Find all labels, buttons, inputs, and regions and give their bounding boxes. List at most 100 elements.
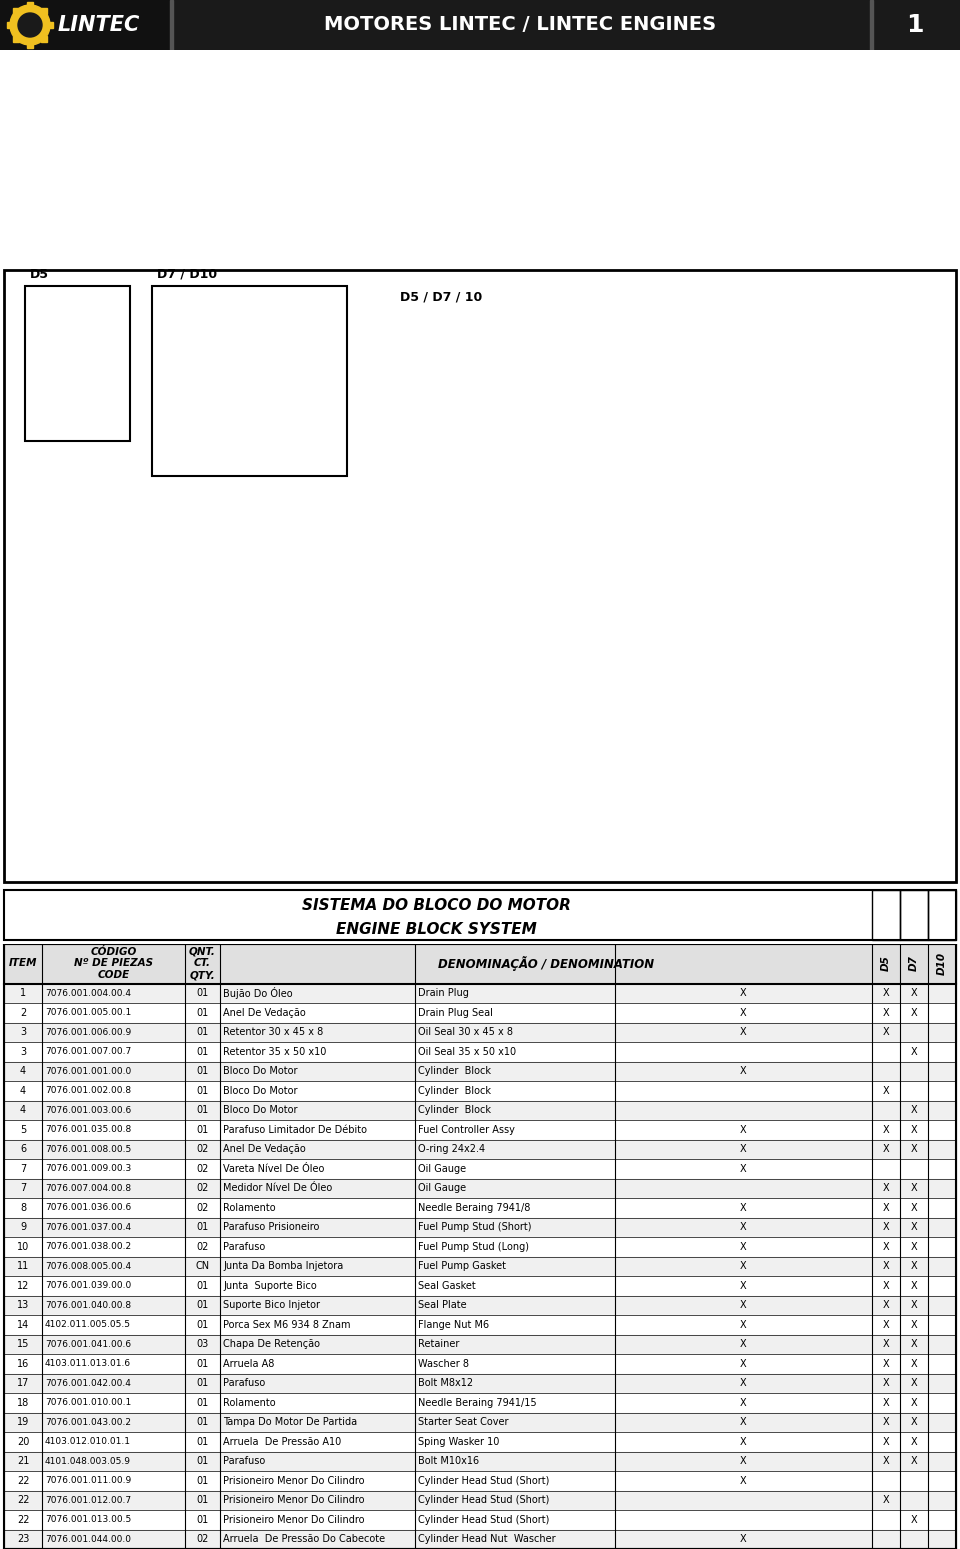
Text: 01: 01 [197, 1066, 208, 1077]
Text: 02: 02 [196, 1163, 208, 1174]
Text: Chapa De Retenção: Chapa De Retenção [223, 1340, 320, 1349]
Bar [872, 889, 900, 940]
Bar [4, 1276, 956, 1295]
Text: 7076.001.003.00.6: 7076.001.003.00.6 [45, 1106, 132, 1115]
Text: Drain Plug: Drain Plug [418, 988, 468, 998]
Text: 11: 11 [17, 1261, 29, 1272]
Bar [152, 285, 347, 476]
Bar [27, 42, 33, 48]
Text: LINTEC: LINTEC [58, 15, 140, 36]
Text: 01: 01 [197, 1397, 208, 1408]
Text: 01: 01 [197, 1008, 208, 1018]
Text: Retainer: Retainer [418, 1340, 460, 1349]
Text: X: X [740, 1397, 747, 1408]
Text: Oil Seal 30 x 45 x 8: Oil Seal 30 x 45 x 8 [418, 1027, 513, 1038]
Bar [7, 22, 13, 28]
Text: 02: 02 [196, 1183, 208, 1193]
Text: X: X [882, 1008, 889, 1018]
Bar [4, 1393, 956, 1413]
Text: 22: 22 [16, 1515, 29, 1524]
Text: Junta Da Bomba Injetora: Junta Da Bomba Injetora [223, 1261, 344, 1272]
Text: 7076.001.012.00.7: 7076.001.012.00.7 [45, 1496, 132, 1504]
Bar [4, 1431, 956, 1451]
Text: 7076.001.039.00.0: 7076.001.039.00.0 [45, 1281, 132, 1290]
Text: 4102.011.005.05.5: 4102.011.005.05.5 [45, 1320, 131, 1329]
Text: X: X [911, 1202, 918, 1213]
Text: Cylinder  Block: Cylinder Block [418, 1066, 491, 1077]
Text: CÓDIGO
Nº DE PIEZAS
CODE: CÓDIGO Nº DE PIEZAS CODE [74, 946, 153, 981]
Text: X: X [740, 1222, 747, 1233]
Text: X: X [882, 1086, 889, 1095]
Text: 6: 6 [20, 1145, 26, 1154]
Text: 21: 21 [17, 1456, 29, 1467]
Text: Arruela  De Pressão Do Cabecote: Arruela De Pressão Do Cabecote [223, 1534, 385, 1544]
Text: 12: 12 [17, 1281, 29, 1290]
Text: X: X [911, 1358, 918, 1369]
Text: 10: 10 [17, 1242, 29, 1252]
Text: Fuel Pump Stud (Long): Fuel Pump Stud (Long) [418, 1242, 529, 1252]
Text: Medidor Nível De Óleo: Medidor Nível De Óleo [223, 1183, 332, 1193]
Text: 7: 7 [20, 1183, 26, 1193]
Text: Arruela A8: Arruela A8 [223, 1358, 275, 1369]
Text: 7076.001.001.00.0: 7076.001.001.00.0 [45, 1067, 132, 1075]
Text: 01: 01 [197, 1495, 208, 1506]
Bar [4, 1374, 956, 1393]
Text: Anel De Vedação: Anel De Vedação [223, 1008, 305, 1018]
Text: X: X [740, 1340, 747, 1349]
Text: 01: 01 [197, 1476, 208, 1485]
Text: 16: 16 [17, 1358, 29, 1369]
Text: 7076.001.006.00.9: 7076.001.006.00.9 [45, 1027, 132, 1036]
Bar [170, 0, 173, 50]
Text: X: X [740, 1379, 747, 1388]
Text: X: X [882, 1417, 889, 1427]
Text: X: X [882, 1320, 889, 1329]
Text: Bloco Do Motor: Bloco Do Motor [223, 1086, 298, 1095]
Text: Parafuso: Parafuso [223, 1379, 265, 1388]
Text: 22: 22 [16, 1495, 29, 1506]
Text: X: X [882, 1281, 889, 1290]
Text: 8: 8 [20, 1202, 26, 1213]
Text: 02: 02 [196, 1242, 208, 1252]
Text: 4101.048.003.05.9: 4101.048.003.05.9 [45, 1456, 131, 1465]
Text: 01: 01 [197, 1300, 208, 1310]
Text: 03: 03 [197, 1340, 208, 1349]
Text: 19: 19 [17, 1417, 29, 1427]
Text: 7076.001.005.00.1: 7076.001.005.00.1 [45, 1008, 132, 1018]
Bar [4, 1472, 956, 1490]
Bar [4, 889, 956, 940]
Text: X: X [740, 1437, 747, 1447]
Bar [25, 285, 130, 440]
Circle shape [18, 12, 42, 37]
Bar [4, 1022, 956, 1042]
Text: 02: 02 [196, 1202, 208, 1213]
Text: 18: 18 [17, 1397, 29, 1408]
Text: Bujão Do Óleo: Bujão Do Óleo [223, 987, 293, 999]
Text: X: X [740, 1476, 747, 1485]
Text: Fuel Pump Gasket: Fuel Pump Gasket [418, 1261, 506, 1272]
Text: 7076.008.005.00.4: 7076.008.005.00.4 [45, 1262, 132, 1270]
Bar [4, 1413, 956, 1431]
Text: 02: 02 [196, 1534, 208, 1544]
Text: 3: 3 [20, 1047, 26, 1056]
Circle shape [10, 5, 50, 45]
Text: X: X [740, 1145, 747, 1154]
Bar [12, 36, 19, 42]
Bar [4, 1100, 956, 1120]
Text: 15: 15 [17, 1340, 29, 1349]
Text: 7076.001.042.00.4: 7076.001.042.00.4 [45, 1379, 131, 1388]
Text: Cylinder Head Stud (Short): Cylinder Head Stud (Short) [418, 1515, 549, 1524]
Text: Prisioneiro Menor Do Cilindro: Prisioneiro Menor Do Cilindro [223, 1476, 365, 1485]
Text: SISTEMA DO BLOCO DO MOTOR: SISTEMA DO BLOCO DO MOTOR [301, 898, 570, 914]
Text: 4: 4 [20, 1106, 26, 1115]
Text: Prisioneiro Menor Do Cilindro: Prisioneiro Menor Do Cilindro [223, 1515, 365, 1524]
Text: X: X [911, 1106, 918, 1115]
Text: Retentor 30 x 45 x 8: Retentor 30 x 45 x 8 [223, 1027, 324, 1038]
Text: 7076.001.004.00.4: 7076.001.004.00.4 [45, 988, 131, 998]
Text: Arruela  De Pressão A10: Arruela De Pressão A10 [223, 1437, 341, 1447]
Text: Seal Plate: Seal Plate [418, 1300, 467, 1310]
Text: Bloco Do Motor: Bloco Do Motor [223, 1066, 298, 1077]
Text: X: X [882, 1358, 889, 1369]
Text: Bloco Do Motor: Bloco Do Motor [223, 1106, 298, 1115]
Bar [4, 1238, 956, 1256]
Bar [4, 1140, 956, 1159]
